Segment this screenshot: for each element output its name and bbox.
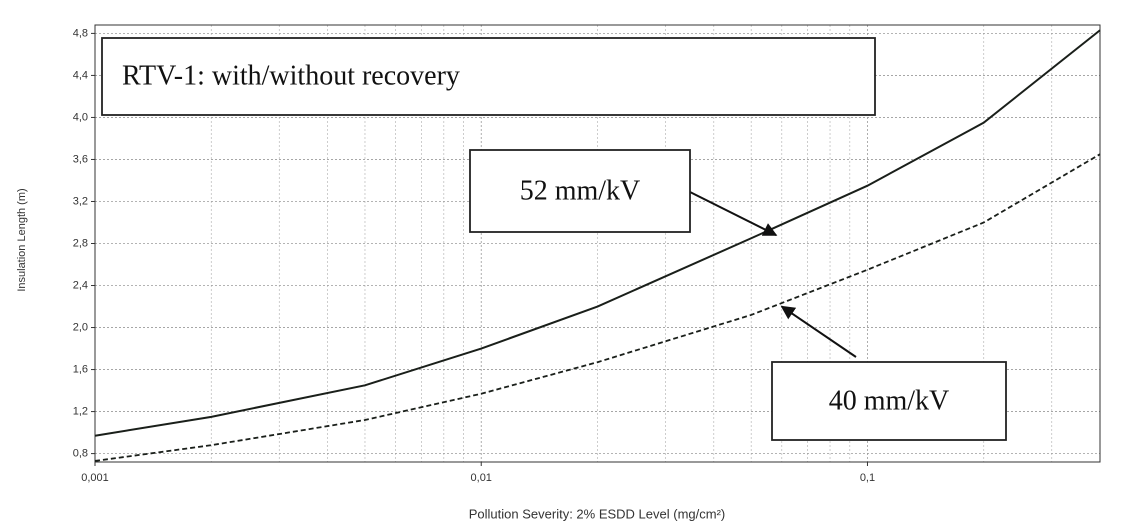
title-frame <box>101 37 876 116</box>
y-tick-label: 3,2 <box>73 195 88 207</box>
annotation-frame <box>771 361 1007 441</box>
y-tick-label: 2,0 <box>73 321 88 333</box>
annotation-label: 40 mm/kV <box>829 385 950 416</box>
x-axis-label: Pollution Severity: 2% ESDD Level (mg/cm… <box>469 506 725 521</box>
series-line <box>94 29 1101 437</box>
y-tick-label: 3,6 <box>73 153 88 165</box>
x-tick-label: 0,01 <box>471 472 492 484</box>
plot-frame <box>94 24 1101 463</box>
y-tick-label: 1,6 <box>73 363 88 375</box>
x-tick-label: 0,001 <box>81 472 109 484</box>
y-tick-label: 0,8 <box>73 448 88 460</box>
annotation-label: 52 mm/kV <box>520 175 641 206</box>
annotation: 40 mm/kV <box>771 305 1007 441</box>
annotation: 52 mm/kV <box>469 149 778 236</box>
chart-title: RTV-1: with/without recovery <box>122 60 460 91</box>
y-tick-label: 2,8 <box>73 237 88 249</box>
annotation-arrow <box>689 191 778 236</box>
y-tick-label: 1,2 <box>73 405 88 417</box>
annotation-frame <box>469 149 691 233</box>
y-tick-label: 4,0 <box>73 111 88 123</box>
annotation-arrow <box>780 305 857 358</box>
y-axis-label: Insulation Length (m) <box>16 188 28 291</box>
y-tick-label: 4,8 <box>73 27 88 39</box>
y-tick-label: 4,4 <box>73 69 88 81</box>
y-tick-label: 2,4 <box>73 279 88 291</box>
x-tick-label: 0,1 <box>860 472 875 484</box>
title-box: RTV-1: with/without recovery <box>101 37 876 116</box>
series-line <box>94 153 1101 462</box>
